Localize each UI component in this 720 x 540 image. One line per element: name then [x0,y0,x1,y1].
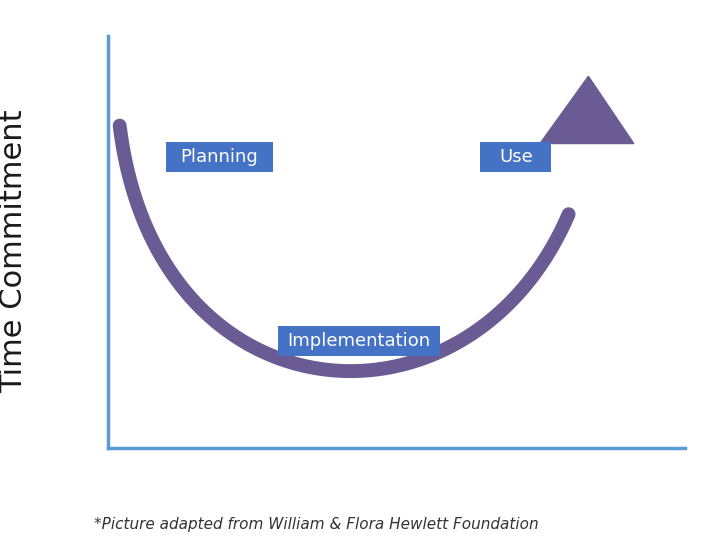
FancyBboxPatch shape [480,142,552,172]
FancyBboxPatch shape [166,142,274,172]
Text: Implementation: Implementation [287,332,430,350]
Text: *Picture adapted from William & Flora Hewlett Foundation: *Picture adapted from William & Flora He… [94,517,539,532]
Polygon shape [540,76,634,144]
FancyBboxPatch shape [277,326,440,355]
Text: Time Commitment: Time Commitment [0,109,28,393]
Text: Planning: Planning [181,148,258,166]
Text: Use: Use [499,148,533,166]
